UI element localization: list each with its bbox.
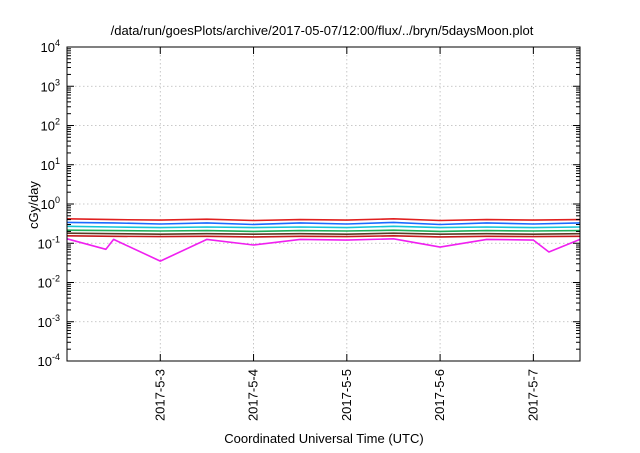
x-tick-labels: 2017-5-3 2017-5-4 2017-5-5 2017-5-6 2017-5-7 <box>152 369 540 421</box>
y-tick-label: 102 <box>41 117 60 134</box>
y-axis-label: cGy/day <box>26 181 41 229</box>
x-tick-label: 2017-5-7 <box>525 369 540 421</box>
series-line-1 <box>66 218 581 222</box>
y-tick-label: 103 <box>41 77 60 94</box>
grid-layer <box>67 47 580 361</box>
x-axis-label: Coordinated Universal Time (UTC) <box>224 431 423 446</box>
x-tick-label: 2017-5-5 <box>339 369 354 421</box>
x-tick-label: 2017-5-6 <box>432 369 447 421</box>
y-tick-label: 104 <box>41 38 60 55</box>
series-line-2 <box>66 221 581 226</box>
y-tick-label: 10-4 <box>38 352 60 369</box>
x-tick-label: 2017-5-3 <box>152 369 167 421</box>
series-layer <box>66 218 581 262</box>
x-tick-label: 2017-5-4 <box>246 369 261 421</box>
series-line-7 <box>66 238 581 262</box>
series-line-4 <box>66 229 581 233</box>
y-tick-label: 101 <box>41 156 60 173</box>
series-line-6 <box>66 235 581 238</box>
series-line-3 <box>66 225 581 229</box>
y-tick-label: 10-1 <box>38 234 60 251</box>
series-line-5 <box>66 232 581 235</box>
chart-title: /data/run/goesPlots/archive/2017-05-07/1… <box>111 23 534 38</box>
y-tick-label: 10-2 <box>38 274 60 291</box>
tick-layer <box>67 46 580 362</box>
y-tick-label: 10-3 <box>38 313 60 330</box>
y-tick-label: 100 <box>41 195 60 212</box>
